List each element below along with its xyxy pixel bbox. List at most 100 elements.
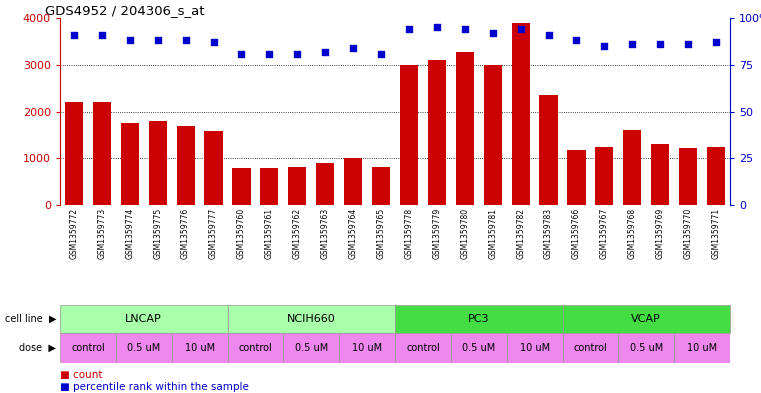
Point [124,37,136,44]
Text: GSM1359773: GSM1359773 [97,208,107,259]
Bar [121,123,139,205]
Text: GSM1359760: GSM1359760 [237,208,246,259]
Text: NCIH660: NCIH660 [287,314,336,324]
Text: GSM1359771: GSM1359771 [712,208,721,259]
Bar [400,65,418,205]
Point [571,37,583,44]
Text: cell line  ▶: cell line ▶ [5,314,56,324]
Text: 10 uM: 10 uM [352,343,382,353]
Text: GSM1359770: GSM1359770 [683,208,693,259]
Text: GSM1359769: GSM1359769 [656,208,664,259]
Point [68,32,80,38]
Text: 10 uM: 10 uM [184,343,215,353]
Text: GSM1359763: GSM1359763 [320,208,330,259]
Point [263,50,275,57]
Bar [428,60,446,205]
Point [598,43,610,49]
Text: GSM1359780: GSM1359780 [460,208,470,259]
Point [543,32,555,38]
Text: 0.5 uM: 0.5 uM [462,343,495,353]
Text: 10 uM: 10 uM [520,343,549,353]
Bar [451,333,507,363]
Text: 0.5 uM: 0.5 uM [295,343,328,353]
Point [459,26,471,32]
Text: GSM1359776: GSM1359776 [181,208,190,259]
Point [180,37,192,44]
Bar [60,305,228,333]
Point [431,24,443,31]
Bar [60,333,116,363]
Text: GSM1359779: GSM1359779 [432,208,441,259]
Text: GDS4952 / 204306_s_at: GDS4952 / 204306_s_at [45,4,205,17]
Point [626,41,638,47]
Bar [172,333,228,363]
Text: GSM1359781: GSM1359781 [489,208,497,259]
Text: GSM1359762: GSM1359762 [293,208,302,259]
Point [375,50,387,57]
Bar [177,125,195,205]
Bar [707,147,725,205]
Bar [228,305,395,333]
Bar [484,65,501,205]
Point [654,41,667,47]
Bar [260,167,279,205]
Point [291,50,304,57]
Bar [288,167,307,205]
Text: GSM1359783: GSM1359783 [544,208,553,259]
Text: VCAP: VCAP [632,314,661,324]
Text: control: control [406,343,440,353]
Point [710,39,722,46]
Bar [339,333,395,363]
Bar [232,167,250,205]
Bar [93,102,111,205]
Bar [395,305,562,333]
Point [682,41,694,47]
Text: 0.5 uM: 0.5 uM [629,343,663,353]
Bar [651,144,669,205]
Bar [228,333,283,363]
Point [96,32,108,38]
Bar [568,150,585,205]
Text: PC3: PC3 [468,314,489,324]
Text: control: control [71,343,105,353]
Bar [674,333,730,363]
Bar [283,333,339,363]
Text: GSM1359766: GSM1359766 [572,208,581,259]
Text: GSM1359782: GSM1359782 [516,208,525,259]
Bar [507,333,562,363]
Text: GSM1359778: GSM1359778 [404,208,413,259]
Text: control: control [238,343,272,353]
Point [403,26,415,32]
Text: GSM1359764: GSM1359764 [349,208,358,259]
Bar [65,102,83,205]
Text: GSM1359772: GSM1359772 [69,208,78,259]
Text: LNCAP: LNCAP [126,314,162,324]
Bar [679,148,697,205]
Text: GSM1359775: GSM1359775 [153,208,162,259]
Point [514,26,527,32]
Text: 0.5 uM: 0.5 uM [127,343,161,353]
Text: ■ percentile rank within the sample: ■ percentile rank within the sample [60,382,249,392]
Bar [395,333,451,363]
Bar [372,167,390,205]
Bar [562,305,730,333]
Point [319,48,331,55]
Bar [316,163,334,205]
Bar [148,121,167,205]
Point [151,37,164,44]
Text: GSM1359761: GSM1359761 [265,208,274,259]
Text: ■ count: ■ count [60,370,103,380]
Text: GSM1359777: GSM1359777 [209,208,218,259]
Bar [116,333,172,363]
Bar [619,333,674,363]
Point [235,50,247,57]
Bar [623,130,642,205]
Bar [344,158,362,205]
Text: 10 uM: 10 uM [687,343,717,353]
Bar [456,51,474,205]
Text: GSM1359768: GSM1359768 [628,208,637,259]
Bar [540,95,558,205]
Bar [205,131,223,205]
Text: dose  ▶: dose ▶ [19,343,56,353]
Text: GSM1359767: GSM1359767 [600,208,609,259]
